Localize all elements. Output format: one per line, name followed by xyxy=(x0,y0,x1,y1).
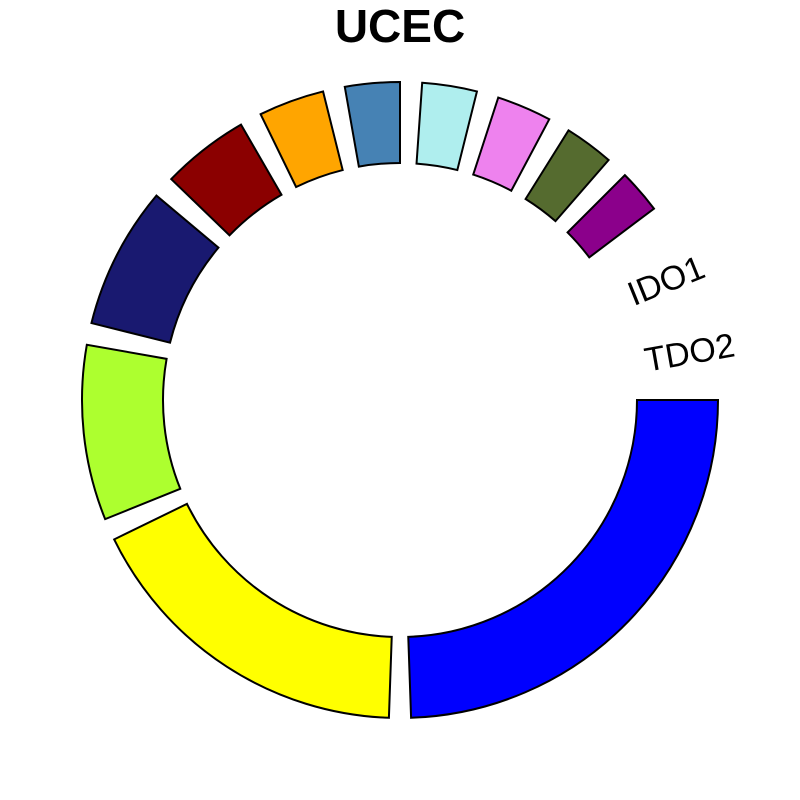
segment-label: TDO2 xyxy=(642,326,738,379)
donut-segment xyxy=(112,502,393,719)
donut-segment xyxy=(407,399,720,719)
chart-title: UCEC xyxy=(335,0,465,52)
donut-segment xyxy=(566,173,656,259)
donut-segment xyxy=(90,194,220,344)
donut-segment xyxy=(343,80,401,168)
donut-segment xyxy=(524,128,611,223)
donut-segment xyxy=(471,96,551,193)
donut-segment xyxy=(415,81,479,172)
donut-segment xyxy=(81,343,182,521)
segment-label: IDO1 xyxy=(622,249,710,314)
donut-segment xyxy=(169,123,283,237)
donut-segment xyxy=(259,90,344,189)
